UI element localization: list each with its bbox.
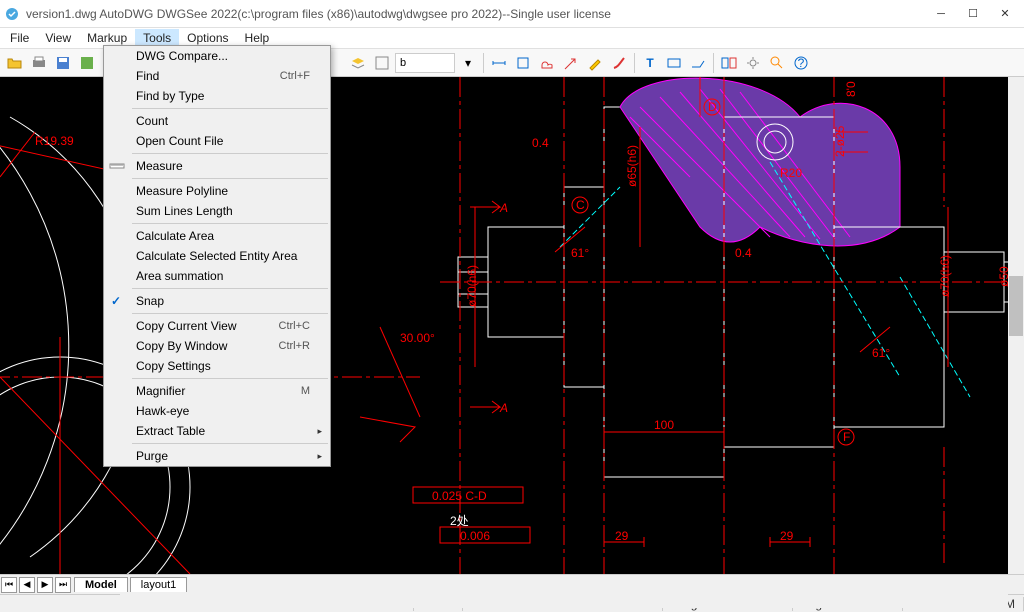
menu-file[interactable]: File: [2, 29, 37, 47]
print-button[interactable]: [28, 52, 50, 74]
layer-state-button[interactable]: [371, 52, 393, 74]
label-04: 0.4: [532, 136, 549, 150]
menu-item-measure-polyline[interactable]: Measure Polyline: [104, 181, 330, 201]
layer-dropdown-button[interactable]: ▾: [457, 52, 479, 74]
layers-button[interactable]: [347, 52, 369, 74]
menu-item-magnifier[interactable]: MagnifierM: [104, 381, 330, 401]
menu-item-extract-table[interactable]: Extract Table▸: [104, 421, 330, 441]
markup-pen-button[interactable]: [584, 52, 606, 74]
title-bar: version1.dwg AutoDWG DWGSee 2022(c:\prog…: [0, 0, 1024, 28]
menu-item-copy-current-view[interactable]: Copy Current ViewCtrl+C: [104, 316, 330, 336]
tab-last-button[interactable]: ⏭: [55, 577, 71, 593]
ruler-icon: [109, 158, 125, 174]
horizontal-scrollbar[interactable]: [120, 592, 1008, 608]
menu-item-find-by-type[interactable]: Find by Type: [104, 86, 330, 106]
layer-input[interactable]: [395, 53, 455, 73]
menu-item-snap[interactable]: Snap: [104, 291, 330, 311]
markup-cloud-button[interactable]: [536, 52, 558, 74]
label-100: 100: [654, 418, 674, 432]
circle-c: C: [576, 198, 585, 212]
circle-f: F: [843, 430, 850, 444]
textbox-button[interactable]: [663, 52, 685, 74]
menu-item-open-count-file[interactable]: Open Count File: [104, 131, 330, 151]
compare-button[interactable]: [718, 52, 740, 74]
open-button[interactable]: [4, 52, 26, 74]
tab-next-button[interactable]: ▶: [37, 577, 53, 593]
menu-view[interactable]: View: [37, 29, 79, 47]
menu-item-measure[interactable]: Measure: [104, 156, 330, 176]
export-button[interactable]: [76, 52, 98, 74]
close-button[interactable]: ✕: [998, 7, 1012, 21]
mark-a2: A: [499, 401, 508, 415]
measure-linear-button[interactable]: [488, 52, 510, 74]
menu-item-find[interactable]: FindCtrl+F: [104, 66, 330, 86]
menu-item-copy-by-window[interactable]: Copy By WindowCtrl+R: [104, 336, 330, 356]
help-button[interactable]: ?: [790, 52, 812, 74]
mark-a1: A: [499, 201, 508, 215]
save-button[interactable]: [52, 52, 74, 74]
menu-item-copy-settings[interactable]: Copy Settings: [104, 356, 330, 376]
label-04b: 0.4: [735, 246, 752, 260]
menu-item-hawk-eye[interactable]: Hawk-eye: [104, 401, 330, 421]
menu-item-count[interactable]: Count: [104, 111, 330, 131]
label-gt1: 0.025 C-D: [432, 489, 487, 503]
window-title: version1.dwg AutoDWG DWGSee 2022(c:\prog…: [26, 7, 934, 21]
menu-item-dwg-compare[interactable]: DWG Compare...: [104, 46, 330, 66]
vertical-scrollbar[interactable]: [1008, 77, 1024, 574]
label-phi70a: ø70(h6): [465, 265, 479, 307]
label-29a: 29: [615, 529, 629, 543]
label-phi65: ø65(h6): [625, 145, 639, 187]
find-button[interactable]: [766, 52, 788, 74]
minimize-button[interactable]: ─: [934, 7, 948, 21]
settings-button[interactable]: [742, 52, 764, 74]
dim-r19: R19.39: [35, 134, 74, 148]
maximize-button[interactable]: ☐: [966, 7, 980, 21]
label-2d25: 2-ø25: [833, 125, 847, 157]
tab-bar: ⏮ ◀ ▶ ⏭ Model layout1: [0, 574, 1024, 594]
label-r20: R20: [780, 166, 802, 180]
tools-dropdown: DWG Compare... FindCtrl+F Find by Type C…: [103, 45, 331, 467]
markup-arrow-button[interactable]: [560, 52, 582, 74]
label-61b: 61°: [872, 346, 890, 360]
tab-first-button[interactable]: ⏮: [1, 577, 17, 593]
svg-text:?: ?: [798, 56, 805, 70]
app-icon: [4, 6, 20, 22]
tab-layout1[interactable]: layout1: [130, 577, 187, 592]
label-gt2: 0.006: [460, 529, 490, 543]
tab-prev-button[interactable]: ◀: [19, 577, 35, 593]
label-61: 61°: [571, 246, 589, 260]
menu-item-calc-area[interactable]: Calculate Area: [104, 226, 330, 246]
markup-brush-button[interactable]: [608, 52, 630, 74]
label-two: 2处: [450, 514, 469, 528]
menu-item-calc-selected-area[interactable]: Calculate Selected Entity Area: [104, 246, 330, 266]
label-phi70b: ø70(h6): [938, 255, 952, 297]
leader-button[interactable]: [687, 52, 709, 74]
label-810: 8'0: [844, 81, 858, 97]
dim-30deg: 30.00°: [400, 331, 435, 345]
menu-item-sum-lines[interactable]: Sum Lines Length: [104, 201, 330, 221]
measure-area-button[interactable]: [512, 52, 534, 74]
text-button[interactable]: T: [639, 52, 661, 74]
menu-item-purge[interactable]: Purge▸: [104, 446, 330, 466]
circle-d: D: [708, 100, 717, 114]
label-29b: 29: [780, 529, 794, 543]
menu-item-area-summation[interactable]: Area summation: [104, 266, 330, 286]
tab-model[interactable]: Model: [74, 577, 128, 592]
